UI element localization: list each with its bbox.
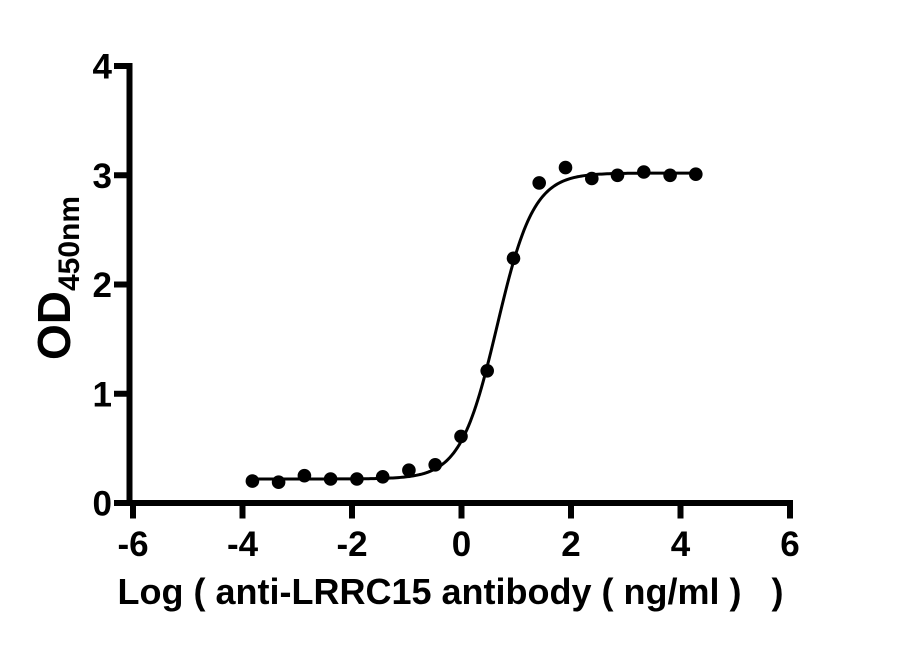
data-point	[323, 472, 338, 486]
data-point	[663, 168, 677, 183]
x-tick-label: -2	[336, 525, 367, 564]
data-point	[428, 458, 443, 472]
data-point	[350, 472, 364, 486]
x-tick-label: 0	[452, 525, 471, 564]
x-tick-label: -6	[117, 525, 148, 564]
fit-curve	[250, 171, 698, 481]
data-point	[610, 168, 625, 183]
data-point	[245, 474, 260, 488]
x-axis-title: Log ( anti-LRRC15 antibody ( ng/ml ) )	[117, 571, 784, 612]
y-tick-label: 3	[93, 157, 112, 196]
x-tick-label: 6	[780, 525, 799, 564]
data-point	[375, 470, 390, 484]
data-point	[585, 171, 599, 186]
data-point	[271, 475, 286, 490]
x-tick-label: -4	[227, 525, 259, 564]
y-tick-label: 4	[93, 48, 113, 87]
y-tick-label: 1	[93, 375, 112, 414]
data-point	[480, 364, 495, 378]
data-point	[454, 429, 468, 444]
x-tick-label: 4	[671, 525, 691, 564]
data-point	[402, 463, 416, 478]
y-axis-title: OD 450nm	[22, 148, 86, 408]
y-tick-label: 2	[93, 266, 112, 305]
data-point	[689, 167, 703, 181]
y-tick-label: 0	[93, 485, 112, 524]
y-axis-title-subscript: 450nm	[53, 195, 86, 292]
data-point	[532, 176, 546, 190]
x-tick-label: 2	[561, 525, 580, 564]
data-point	[297, 468, 312, 483]
y-axis-title-text: OD	[28, 291, 80, 361]
data-point	[558, 160, 573, 175]
data-point	[637, 165, 651, 179]
data-point	[506, 251, 521, 266]
